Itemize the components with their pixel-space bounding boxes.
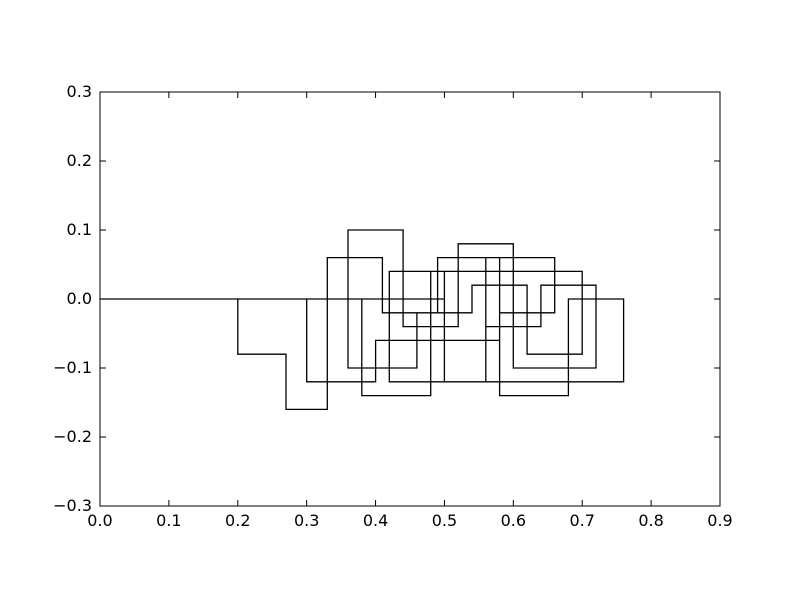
x-tick-label: 0.3: [294, 511, 319, 530]
y-tick-label: 0.0: [67, 289, 92, 308]
x-tick-label: 0.1: [156, 511, 181, 530]
x-axis: 0.0 0.1 0.2 0.3 0.4 0.5 0.6 0.7 0.8 0.9: [87, 92, 733, 530]
x-tick-label: 0.4: [363, 511, 388, 530]
y-axis: 0.3 0.2 0.1 0.0 −0.1 −0.2 −0.3: [53, 82, 720, 515]
x-tick-label: 0.5: [432, 511, 457, 530]
x-tick-label: 0.8: [638, 511, 663, 530]
y-tick-label: 0.1: [67, 220, 92, 239]
plot-lines: [100, 229, 625, 411]
y-tick-label: −0.2: [53, 427, 92, 446]
x-tick-label: 0.2: [225, 511, 250, 530]
x-tick-label: 0.9: [707, 511, 732, 530]
x-tick-label: 0.6: [501, 511, 526, 530]
y-tick-label: −0.3: [53, 496, 92, 515]
y-tick-label: −0.1: [53, 358, 92, 377]
series-line-1: [100, 229, 625, 411]
y-tick-label: 0.3: [67, 82, 92, 101]
y-tick-label: 0.2: [67, 151, 92, 170]
x-tick-label: 0.7: [569, 511, 594, 530]
x-tick-label: 0.0: [87, 511, 112, 530]
